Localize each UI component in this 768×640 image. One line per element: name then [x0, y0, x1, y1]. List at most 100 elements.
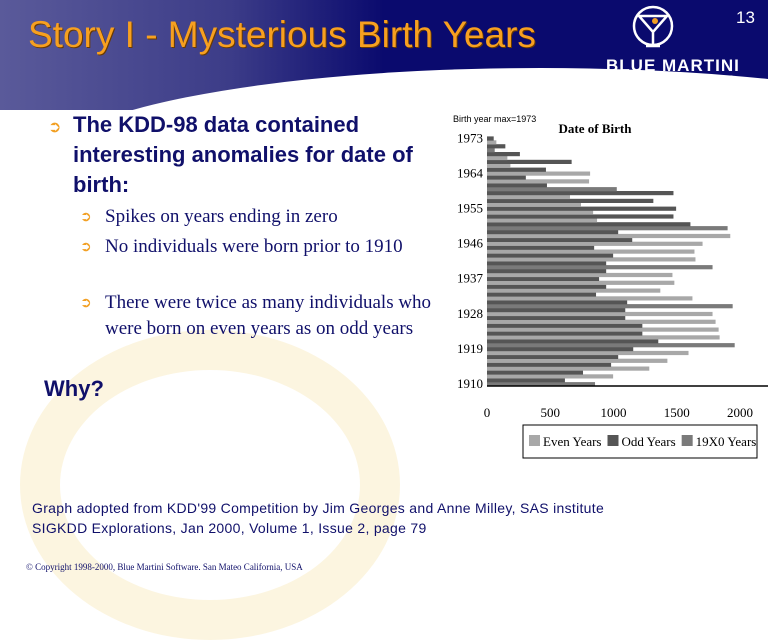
bar-1910	[487, 382, 596, 387]
bullet-arrow-icon: ➲	[80, 208, 92, 224]
bar-1916	[487, 358, 668, 363]
x-tick-label: 500	[541, 405, 561, 420]
bar-1927	[487, 315, 626, 320]
bar-1926	[487, 319, 716, 324]
bullet-arrow-icon: ➲	[48, 119, 62, 136]
sub-bullet: No individuals were born prior to 1910	[105, 236, 403, 257]
bar-1960	[487, 187, 617, 192]
bar-1949	[487, 230, 619, 235]
bar-1915	[487, 362, 612, 367]
bar-1924	[487, 327, 719, 332]
bar-1932	[487, 296, 693, 301]
bar-1946	[487, 241, 703, 246]
caption-line-1: Graph adopted from KDD'99 Competition by…	[32, 500, 605, 516]
legend-swatch	[529, 435, 540, 446]
bar-1957	[487, 198, 654, 203]
bar-1958	[487, 194, 570, 200]
bar-1963	[487, 175, 526, 180]
bar-1938	[487, 272, 673, 278]
bar-1929	[487, 308, 626, 313]
brand-subtitle: SOFTWARE	[608, 76, 746, 82]
bar-1971	[487, 144, 506, 149]
main-bullet: The KDD-98 data contained interesting an…	[73, 112, 413, 197]
martini-glass-icon	[632, 5, 674, 48]
y-tick-label: 1964	[457, 165, 484, 180]
header-banner: Story I - Mysterious Birth Years BLUE MA…	[0, 0, 768, 110]
sub-bullet: Spikes on years ending in zero	[105, 206, 338, 227]
bar-1939	[487, 269, 607, 274]
bar-1947	[487, 237, 633, 242]
bar-1951	[487, 222, 691, 227]
bar-1944	[487, 249, 695, 254]
y-tick-label: 1910	[457, 376, 483, 391]
bar-1970	[487, 148, 495, 153]
y-tick-label: 1919	[457, 341, 483, 356]
page-number: 13	[736, 8, 755, 27]
legend-label: Even Years	[543, 434, 602, 449]
bar-1933	[487, 292, 597, 297]
bar-1922	[487, 335, 720, 340]
bar-1925	[487, 323, 643, 328]
bar-1918	[487, 350, 689, 356]
bar-1912	[487, 374, 614, 379]
bar-1969	[487, 152, 520, 157]
bar-1954	[487, 210, 594, 215]
bar-1962	[487, 179, 590, 184]
bar-1968	[487, 155, 508, 161]
bar-1956	[487, 202, 581, 207]
bar-1913	[487, 370, 584, 375]
chart-title: Date of Birth	[559, 121, 633, 136]
x-tick-label: 1000	[601, 405, 627, 420]
bar-1964	[487, 171, 591, 176]
legend-label: 19X0 Years	[696, 434, 757, 449]
bar-1919	[487, 347, 634, 352]
bar-1917	[487, 354, 619, 359]
birth-year-chart: Birth year max=1973 Date of Birth 1910 19…	[445, 110, 768, 460]
bar-1972	[487, 140, 497, 145]
bar-1959	[487, 191, 674, 196]
legend-box	[522, 424, 758, 459]
bullet-arrow-icon: ➲	[80, 294, 92, 310]
brand-name: BLUE MARTINI	[606, 56, 740, 75]
bar-1931	[487, 300, 628, 305]
why-question: Why?	[44, 376, 104, 401]
caption-line-2: SIGKDD Explorations, Jan 2000, Volume 1,…	[32, 520, 427, 536]
bullet-arrow-icon: ➲	[80, 238, 92, 254]
bar-1940	[487, 265, 713, 270]
x-tick-label: 2000	[727, 405, 753, 420]
blue-martini-logo: BLUE MARTINI SOFTWARE	[606, 4, 766, 84]
sub-bullet: There were twice as many individuals who…	[105, 292, 432, 339]
bar-1935	[487, 284, 607, 289]
y-tick-label: 1928	[457, 306, 483, 321]
y-tick-label: 1955	[457, 201, 483, 216]
chart-note: Birth year max=1973	[453, 114, 536, 124]
copyright: © Copyright 1998-2000, Blue Martini Soft…	[26, 562, 303, 572]
legend-label: Odd Years	[622, 434, 676, 449]
bar-1961	[487, 183, 547, 188]
y-tick-label: 1973	[457, 130, 483, 145]
bar-1942	[487, 257, 696, 262]
bar-1965	[487, 167, 546, 172]
x-tick-label: 0	[484, 405, 491, 420]
bar-1955	[487, 206, 677, 211]
y-tick-label: 1946	[457, 236, 484, 251]
bar-1937	[487, 276, 600, 281]
bar-1973	[487, 136, 494, 141]
bar-1952	[487, 218, 598, 223]
legend-swatch	[607, 435, 619, 446]
bar-1928	[487, 311, 713, 317]
bar-1950	[487, 226, 728, 231]
bar-1920	[487, 343, 735, 348]
bar-1930	[487, 304, 733, 309]
slide-title: Story I - Mysterious Birth Years	[28, 14, 536, 55]
bar-1923	[487, 331, 643, 336]
bar-1945	[487, 245, 595, 250]
bar-1921	[487, 339, 659, 344]
bar-1967	[487, 159, 572, 164]
y-tick-label: 1937	[457, 271, 484, 286]
bar-1943	[487, 253, 614, 258]
bar-1936	[487, 280, 675, 285]
legend-swatch	[681, 435, 693, 446]
x-tick-label: 1500	[664, 405, 690, 420]
bar-1934	[487, 288, 661, 293]
